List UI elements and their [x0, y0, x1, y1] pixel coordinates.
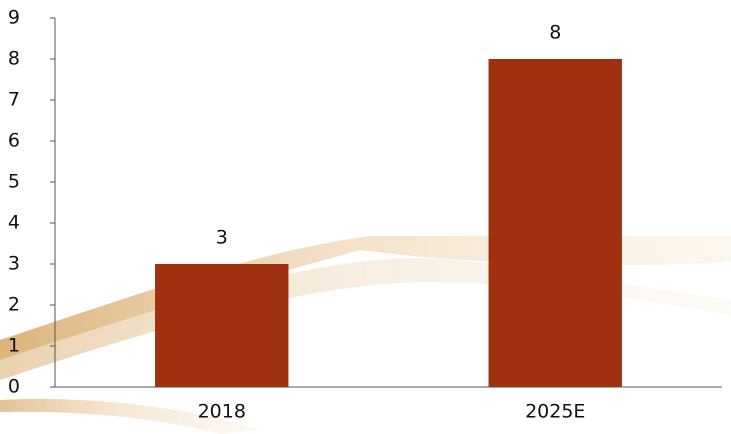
y-tick-label: 7 — [8, 89, 20, 111]
y-tick-label: 8 — [8, 48, 20, 70]
x-tick-label: 2025E — [525, 401, 585, 423]
y-tick-label: 3 — [8, 253, 20, 275]
y-tick-label: 5 — [8, 171, 20, 193]
data-label: 8 — [549, 22, 561, 44]
bar — [488, 59, 622, 387]
bar — [155, 264, 289, 387]
y-tick-label: 0 — [8, 376, 20, 398]
y-tick-label: 2 — [8, 294, 20, 316]
y-tick-label: 1 — [8, 335, 20, 357]
data-label: 3 — [216, 227, 228, 249]
y-tick-label: 6 — [8, 130, 20, 152]
x-tick-label: 2018 — [198, 401, 246, 423]
y-tick-label: 4 — [8, 212, 20, 234]
y-tick-label: 9 — [8, 7, 20, 29]
